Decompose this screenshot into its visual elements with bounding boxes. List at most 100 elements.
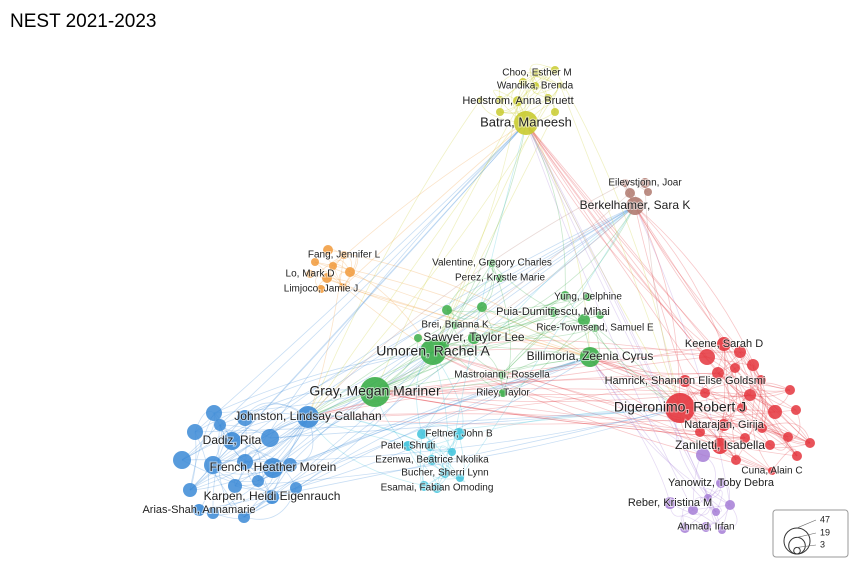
edge <box>432 351 449 474</box>
node <box>718 419 730 431</box>
node <box>591 324 599 332</box>
node <box>317 285 325 293</box>
edge <box>525 122 719 374</box>
edge <box>735 379 762 461</box>
edge <box>589 356 725 426</box>
edge <box>481 306 591 358</box>
node <box>453 428 465 440</box>
node <box>414 334 422 342</box>
node <box>725 500 735 510</box>
node-label: French, Heather Morein <box>210 460 337 474</box>
node <box>519 78 527 86</box>
node <box>228 479 242 493</box>
edge <box>443 295 566 346</box>
edge <box>234 407 681 487</box>
edge <box>769 409 801 446</box>
edge <box>634 205 754 366</box>
node <box>432 483 442 493</box>
edge <box>589 356 717 513</box>
edge <box>295 356 591 489</box>
edge <box>189 205 636 491</box>
node <box>584 293 592 301</box>
edge <box>744 379 766 439</box>
node <box>456 474 464 482</box>
edge <box>501 296 589 376</box>
node <box>688 505 698 515</box>
edge <box>432 351 773 472</box>
edge <box>244 389 376 419</box>
edge <box>634 205 762 381</box>
edge <box>307 182 626 418</box>
edge <box>194 351 434 433</box>
edge <box>307 413 763 429</box>
edge <box>307 409 797 425</box>
node <box>717 337 731 351</box>
edge <box>432 192 631 353</box>
node <box>730 363 740 373</box>
edge <box>454 295 566 327</box>
node <box>744 389 756 401</box>
node <box>679 375 691 387</box>
edge <box>257 356 591 482</box>
legend-leader <box>796 519 817 529</box>
node <box>716 478 726 488</box>
node <box>785 385 795 395</box>
node <box>712 508 720 516</box>
node <box>477 97 483 103</box>
edge <box>501 319 585 376</box>
node-label: Lo, Mark D <box>286 269 335 280</box>
node <box>783 432 793 442</box>
node-label: Limjoco, Jamie J <box>284 284 358 295</box>
node <box>345 267 355 277</box>
node-label: Keene, Sarah D <box>685 338 763 350</box>
edge <box>332 122 527 267</box>
node <box>283 458 297 472</box>
node <box>700 388 710 398</box>
edge <box>307 378 686 418</box>
node <box>625 188 635 198</box>
node <box>551 108 559 116</box>
edge <box>432 351 771 446</box>
edge <box>421 205 636 435</box>
edge <box>243 487 297 520</box>
legend-label: 19 <box>820 527 830 537</box>
edge <box>342 122 527 288</box>
edge <box>269 407 681 439</box>
node <box>737 403 747 413</box>
node <box>173 451 191 469</box>
edge <box>307 306 483 418</box>
node <box>768 405 782 419</box>
node <box>183 483 197 497</box>
edge <box>684 380 791 397</box>
edge <box>473 205 636 339</box>
edge <box>432 351 773 472</box>
node <box>306 270 314 278</box>
node-label: Natarajan, Girija <box>684 419 764 431</box>
edge <box>554 69 681 409</box>
node <box>360 377 390 407</box>
node-label: Fang, Jennifer L <box>308 250 381 261</box>
node <box>791 405 801 415</box>
node <box>496 96 504 104</box>
edge <box>219 416 309 434</box>
node-label: Brei, Brianna K <box>421 320 489 331</box>
edge <box>499 69 556 113</box>
node <box>265 490 279 504</box>
edge <box>213 391 376 414</box>
node <box>533 69 541 77</box>
node-label: Eilevstjonn, Joar <box>608 178 682 189</box>
node <box>695 427 705 437</box>
edge <box>194 431 209 511</box>
edge <box>741 382 791 409</box>
size-legend: 47 19 3 <box>772 509 849 558</box>
edge <box>189 122 527 491</box>
edge <box>432 351 798 457</box>
node <box>468 332 480 344</box>
legend-leader <box>796 544 817 548</box>
node <box>580 347 600 367</box>
edge <box>189 416 309 491</box>
edge <box>194 122 527 433</box>
edge <box>272 205 636 469</box>
edge <box>699 431 811 449</box>
